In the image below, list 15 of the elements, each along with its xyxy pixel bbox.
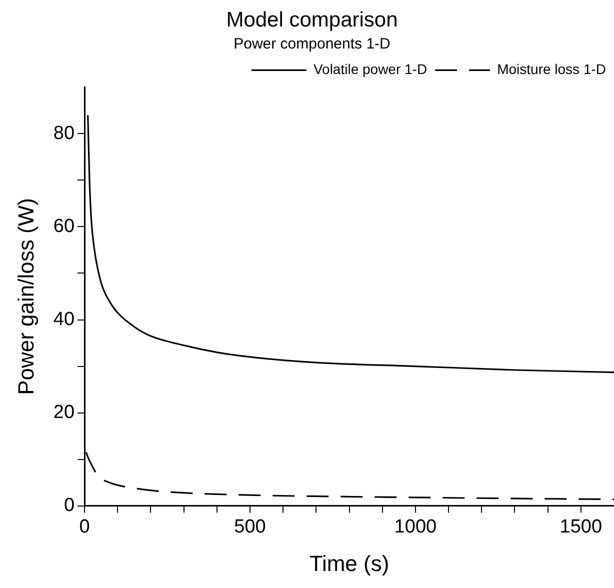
- legend-label: Volatile power 1-D: [313, 61, 428, 78]
- x-axis-title: Time (s): [309, 550, 390, 576]
- x-tick-label: 1500: [560, 516, 602, 538]
- legend-label: Moisture loss 1-D: [497, 61, 606, 78]
- y-tick-label: 20: [53, 402, 75, 424]
- x-tick-label: 500: [234, 516, 266, 538]
- chart-subtitle: Power components 1-D: [234, 35, 391, 52]
- x-tick-label: 0: [79, 516, 90, 538]
- y-tick-label: 40: [53, 308, 75, 330]
- y-tick-label: 80: [53, 122, 75, 144]
- chart-title: Model comparison: [226, 8, 398, 32]
- y-tick-label: 0: [64, 495, 75, 516]
- y-tick-label: 60: [53, 216, 75, 237]
- x-tick-label: 1000: [394, 516, 437, 538]
- y-axis-title: Power gain/loss (W): [13, 198, 38, 395]
